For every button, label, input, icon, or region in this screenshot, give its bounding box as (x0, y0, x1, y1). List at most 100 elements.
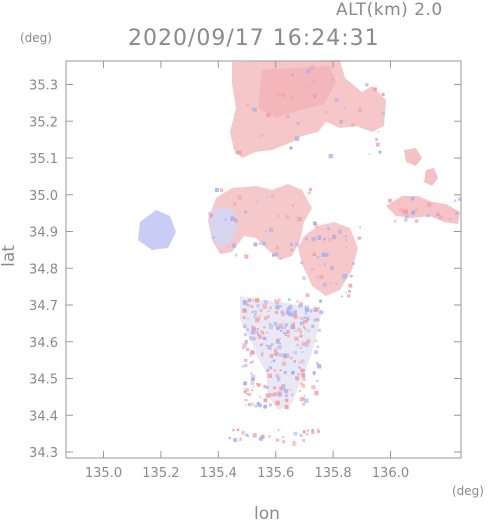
echo-speckle (335, 283, 338, 286)
echo-speckle (295, 242, 300, 247)
echo-speckle (319, 275, 324, 280)
echo-speckle (283, 371, 287, 374)
echo-speckle (375, 138, 378, 141)
echo-speckle (277, 379, 280, 382)
echo-speckle (247, 304, 250, 307)
echo-speckle (458, 197, 462, 201)
echo-speckle (272, 359, 276, 362)
echo-speckle (251, 389, 254, 392)
echo-speckle (249, 354, 252, 357)
echo-speckle (275, 300, 280, 305)
echo-speckle (411, 197, 415, 201)
echo-speckle (313, 94, 317, 99)
echo-speckle (249, 361, 252, 364)
echo-speckle (268, 323, 272, 326)
echo-speckle (263, 300, 268, 305)
echo-speckle (309, 309, 313, 313)
echo-speckle (267, 345, 272, 350)
echo-speckle (381, 111, 385, 115)
echo-speckle (266, 113, 271, 117)
echo-speckle (288, 298, 291, 301)
echo-speckle (258, 335, 263, 340)
echo-speckle (277, 298, 281, 302)
echo-speckle (274, 348, 277, 352)
echo-speckle (269, 403, 272, 407)
echo-speckle (313, 221, 317, 226)
echo-speckle (259, 344, 262, 347)
echo-speckle (283, 353, 288, 358)
echo-speckle (281, 361, 287, 366)
echo-speckle (293, 360, 296, 363)
echo-speckle (250, 304, 254, 309)
echo-speckle (256, 328, 259, 330)
echo-speckle (250, 350, 255, 355)
echo-speckle (268, 324, 274, 329)
y-axis-unit: (deg) (20, 31, 52, 45)
echo-speckle (281, 384, 286, 389)
echo-speckle (252, 299, 255, 302)
echo-speckle (259, 437, 263, 441)
echo-speckle (331, 78, 334, 81)
echo-speckle (260, 434, 265, 439)
echo-speckle (243, 324, 247, 329)
echo-speckle (209, 213, 214, 218)
echo-speckle (292, 326, 295, 329)
echo-speckle (311, 237, 316, 242)
echo-speckle (404, 218, 408, 222)
echo-speckle (313, 307, 318, 311)
echo-speckle (316, 345, 320, 349)
echo-speckle (274, 299, 277, 301)
echo-speckle (233, 217, 237, 222)
echo-speckle (255, 298, 260, 303)
x-tick-label: 135.8 (314, 466, 351, 481)
echo-speckle (305, 318, 309, 322)
echo-speckle (248, 392, 252, 396)
echo-speckle (224, 218, 227, 222)
echo-speckle (253, 329, 259, 335)
echo-speckle (246, 328, 250, 332)
echo-speckle (244, 403, 247, 406)
echo-speckle (301, 341, 306, 346)
echo-speckle (275, 305, 280, 310)
echo-speckle (269, 393, 273, 397)
echo-speckle (329, 282, 332, 284)
echo-speckle (289, 146, 293, 150)
echo-speckle (381, 93, 385, 96)
echo-speckle (301, 384, 306, 388)
echo-speckle (345, 239, 347, 241)
echo-speckle (328, 238, 332, 242)
echo-speckle (212, 236, 215, 239)
echo-speckle (304, 305, 309, 310)
echo-speckle (294, 336, 299, 341)
echo-speckle (263, 316, 268, 320)
echo-speckle (308, 191, 311, 195)
echo-speckle (232, 428, 235, 432)
y-tick-label: 34.3 (29, 446, 58, 461)
echo-speckle (297, 373, 300, 376)
y-tick-label: 35.3 (29, 79, 58, 94)
echo-speckle (302, 276, 306, 280)
echo-speckle (261, 331, 265, 335)
echo-speckle (276, 376, 281, 381)
echo-speckle (302, 369, 306, 372)
echo-speckle (345, 292, 347, 294)
echo-speckle (317, 364, 322, 369)
echo-speckle (303, 327, 307, 331)
echo-speckle (348, 283, 353, 288)
echo-speckle (311, 79, 315, 83)
echo-speckle (279, 368, 282, 371)
echo-speckle (311, 385, 316, 390)
x-axis-label: lon (254, 504, 280, 524)
echo-speckle (275, 245, 280, 250)
echo-speckle (269, 227, 274, 232)
echo-speckle (243, 390, 247, 394)
echo-speckle (239, 438, 242, 442)
echo-speckle (300, 359, 305, 364)
echo-speckle (242, 365, 245, 368)
echo-speckle (453, 199, 457, 202)
echo-speckle (314, 390, 319, 396)
echo-speckle (323, 237, 326, 241)
echo-speckle (251, 310, 254, 314)
echo-speckle (311, 430, 315, 434)
echo-speckle (312, 252, 317, 256)
